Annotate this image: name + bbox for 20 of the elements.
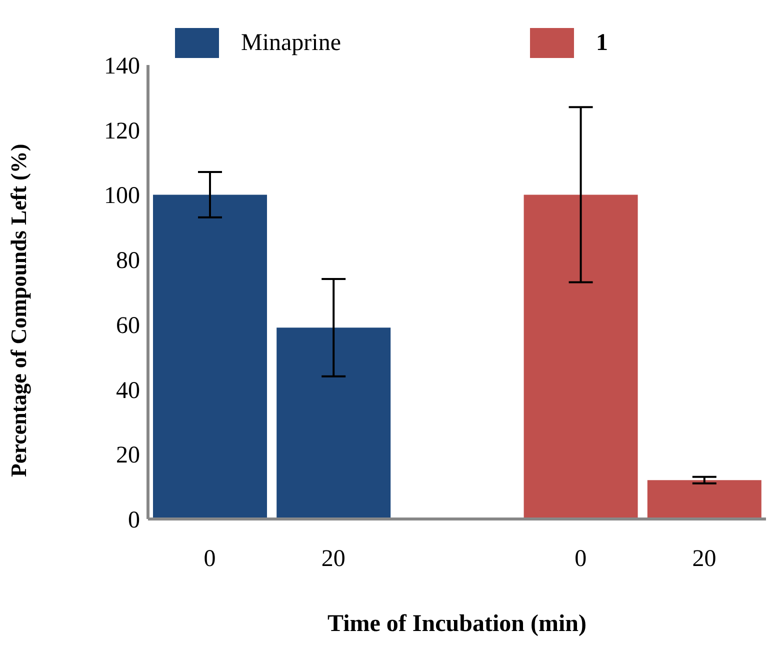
bar	[647, 480, 762, 519]
y-tick-label: 120	[104, 118, 140, 144]
y-tick-label: 60	[116, 312, 140, 339]
y-tick-label: 0	[128, 508, 140, 534]
x-tick-label: 0	[204, 546, 216, 572]
x-axis-title: Time of Incubation (min)	[328, 611, 586, 637]
legend-label: 1	[596, 30, 608, 56]
y-tick-label: 40	[116, 378, 140, 404]
bar	[276, 328, 391, 519]
y-tick-label: 20	[116, 442, 140, 469]
x-tick-label: 20	[321, 546, 346, 572]
bar	[524, 194, 638, 519]
bar	[153, 194, 267, 519]
y-tick-label: 80	[116, 248, 140, 274]
x-tick-label: 20	[692, 546, 716, 572]
x-tick-label: 0	[574, 546, 587, 572]
legend-label: Minaprine	[241, 30, 341, 56]
y-axis-title: Percentage of Compounds Left (%)	[6, 144, 31, 477]
y-tick-label: 140	[104, 54, 140, 80]
y-tick-label: 100	[104, 183, 140, 210]
